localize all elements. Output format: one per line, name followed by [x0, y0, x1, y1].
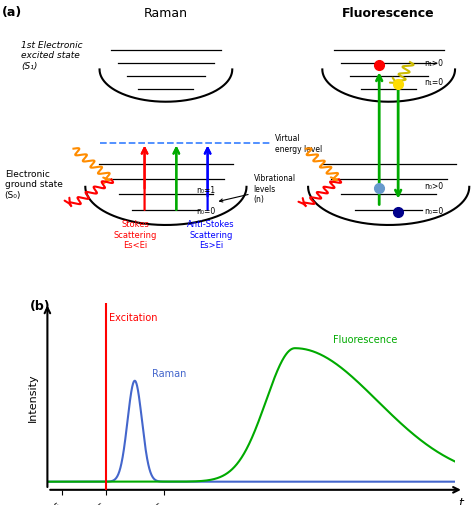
Text: n₁>0: n₁>0 — [424, 59, 443, 68]
Text: Raman: Raman — [144, 7, 188, 20]
Text: Intensity: Intensity — [28, 373, 38, 422]
Text: Electronic
ground state
(S₀): Electronic ground state (S₀) — [5, 170, 63, 199]
Text: Fluorescence: Fluorescence — [333, 334, 397, 344]
Text: Fluorescence: Fluorescence — [342, 7, 435, 20]
Text: n₁=0: n₁=0 — [424, 78, 443, 87]
Text: 1st Electronic
excited state
(S₁): 1st Electronic excited state (S₁) — [21, 41, 83, 71]
Text: Anti-Stokes
Scattering
Es>Ei: Anti-Stokes Scattering Es>Ei — [187, 220, 235, 249]
Text: t: t — [458, 496, 463, 505]
Text: Vibrational
levels
(n): Vibrational levels (n) — [219, 174, 296, 204]
Text: (a): (a) — [2, 6, 23, 19]
Text: n₀=0: n₀=0 — [424, 206, 444, 215]
Text: (b): (b) — [30, 300, 51, 313]
Text: Virtual
energy level: Virtual energy level — [275, 134, 322, 153]
Text: n₀=1: n₀=1 — [197, 186, 216, 195]
Text: Raman: Raman — [152, 368, 187, 378]
Text: Excitation: Excitation — [109, 313, 157, 323]
Text: n₀>0: n₀>0 — [424, 182, 443, 191]
Text: n₀=0: n₀=0 — [197, 206, 216, 215]
Text: Stokes
Scattering
Es<Ei: Stokes Scattering Es<Ei — [113, 220, 157, 249]
